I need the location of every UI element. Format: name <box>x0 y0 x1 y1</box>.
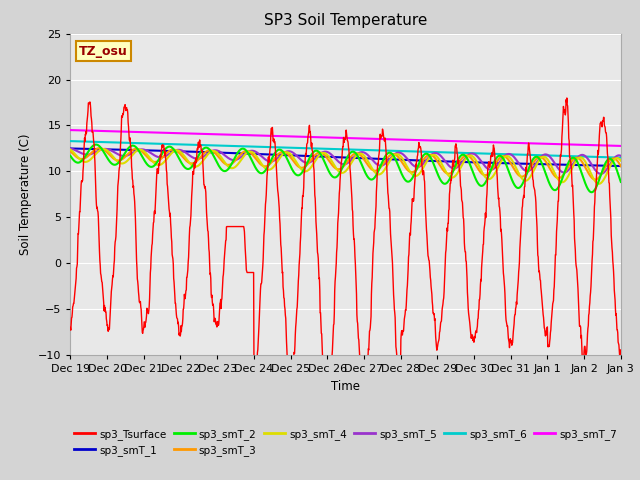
Y-axis label: Soil Temperature (C): Soil Temperature (C) <box>19 133 33 255</box>
Title: SP3 Soil Temperature: SP3 Soil Temperature <box>264 13 428 28</box>
Legend: sp3_Tsurface, sp3_smT_1, sp3_smT_2, sp3_smT_3, sp3_smT_4, sp3_smT_5, sp3_smT_6, : sp3_Tsurface, sp3_smT_1, sp3_smT_2, sp3_… <box>70 425 621 460</box>
X-axis label: Time: Time <box>331 380 360 393</box>
Text: TZ_osu: TZ_osu <box>79 45 127 58</box>
